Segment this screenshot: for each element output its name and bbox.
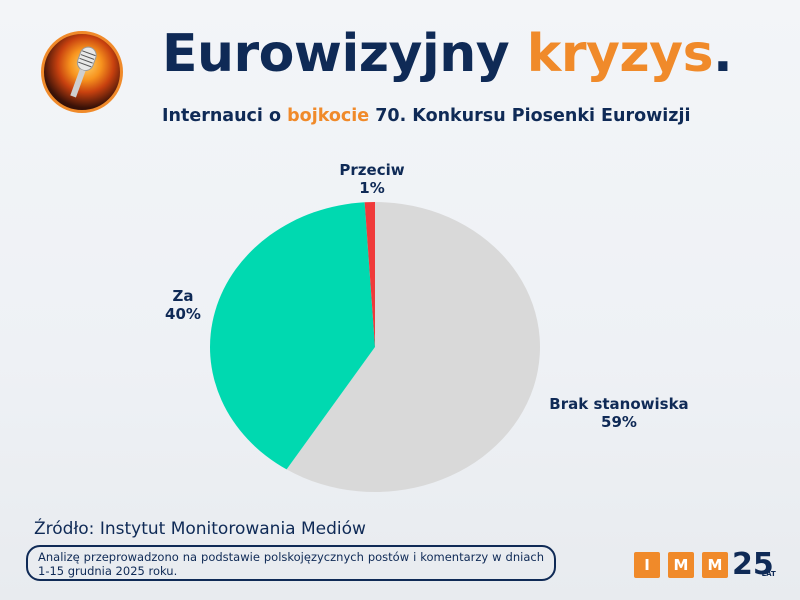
imm-anniversary: 25 LAT xyxy=(732,547,776,582)
label-przeciw: Przeciw 1% xyxy=(339,161,405,197)
flaming-microphone-icon xyxy=(41,31,123,113)
pie-slice-brak-stanowiska xyxy=(286,202,540,492)
label-za: Za 40% xyxy=(165,287,201,323)
imm-letter-m1: M xyxy=(668,552,694,578)
page-subtitle: Internauci o bojkocie 70. Konkursu Piose… xyxy=(162,106,691,126)
page-title: Eurowizyjny kryzys. xyxy=(162,24,733,84)
pie-slice-przeciw xyxy=(364,202,375,347)
imm-logo: I M M 25 LAT xyxy=(634,547,776,582)
pie-chart: Przeciw 1% Za 40% Brak stanowiska 59% xyxy=(0,150,800,510)
imm-letter-m2: M xyxy=(702,552,728,578)
imm-letter-i: I xyxy=(634,552,660,578)
methodology-note: Analizę przeprowadzono na podstawie pols… xyxy=(26,545,556,581)
pie-chart-svg xyxy=(210,202,540,492)
pie-slice-za xyxy=(210,202,375,470)
source-text: Źródło: Instytut Monitorowania Mediów xyxy=(34,519,366,539)
label-brak-stanowiska: Brak stanowiska 59% xyxy=(549,395,689,431)
